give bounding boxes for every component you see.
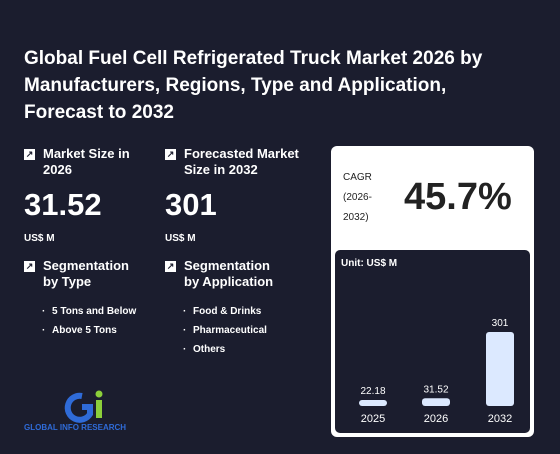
bar-value-label: 31.52	[423, 384, 448, 395]
market-size-unit: US$ M	[24, 233, 55, 244]
arrow-icon: ↗	[165, 261, 176, 272]
market-size-value: 31.52	[24, 187, 102, 222]
forecast-size-unit: US$ M	[165, 233, 196, 244]
page-title: Global Fuel Cell Refrigerated Truck Mark…	[24, 48, 483, 123]
list-item: · Others	[183, 344, 226, 355]
cagr-panel: CAGR (2026-2032) 45.7% Unit: US$ M 22.18…	[331, 146, 534, 437]
segmentation-type-card: ↗ Segmentation by Type · 5 Tons and Below…	[24, 258, 138, 340]
x-tick-label: 2025	[361, 413, 385, 425]
list-item: · Pharmaceutical	[183, 325, 267, 336]
logo: GLOBAL INFO RESEARCH	[24, 390, 139, 436]
arrow-icon: ↗	[165, 149, 176, 160]
forecast-size-value: 301	[165, 187, 217, 222]
bar-chart: Unit: US$ M 22.18 2025 31.52 2026 301 2032	[335, 250, 530, 433]
x-tick-label: 2026	[424, 413, 448, 425]
logo-icon	[64, 390, 103, 423]
segmentation-type-label: Segmentation by Type	[43, 258, 129, 289]
chart-canvas: 22.18 2025 31.52 2026 301 2032	[359, 318, 514, 425]
bar-2026	[422, 398, 450, 406]
bar-2025	[359, 400, 387, 406]
bar-value-label: 22.18	[360, 386, 385, 397]
market-size-label: Market Size in 2026	[43, 146, 130, 177]
list-item: · Food & Drinks	[183, 306, 262, 317]
forecast-size-card: ↗ Forecasted Market Size in 2032 301 US$…	[165, 146, 314, 244]
market-size-card: ↗ Market Size in 2026 31.52 US$ M	[24, 146, 138, 244]
segmentation-type-list: · 5 Tons and Below · Above 5 Tons	[42, 302, 137, 340]
arrow-icon: ↗	[24, 261, 35, 272]
segmentation-application-label: Segmentation by Application	[184, 258, 274, 289]
segmentation-application-card: ↗ Segmentation by Application · Food & Dr…	[165, 258, 303, 359]
forecast-size-label: Forecasted Market Size in 2032	[184, 146, 299, 177]
list-item: · Above 5 Tons	[42, 325, 117, 336]
bar-value-label: 301	[492, 318, 509, 329]
segmentation-application-list: · Food & Drinks · Pharmaceutical · Others	[183, 302, 303, 359]
x-tick-label: 2032	[488, 413, 512, 425]
list-item: · 5 Tons and Below	[42, 306, 137, 317]
bar-2032	[486, 332, 514, 406]
logo-text: GLOBAL INFO RESEARCH	[24, 423, 127, 432]
chart-unit-label: Unit: US$ M	[341, 258, 398, 269]
arrow-icon: ↗	[24, 149, 35, 160]
cagr-label: CAGR (2026-2032)	[343, 172, 372, 223]
cagr-value: 45.7%	[404, 176, 512, 218]
